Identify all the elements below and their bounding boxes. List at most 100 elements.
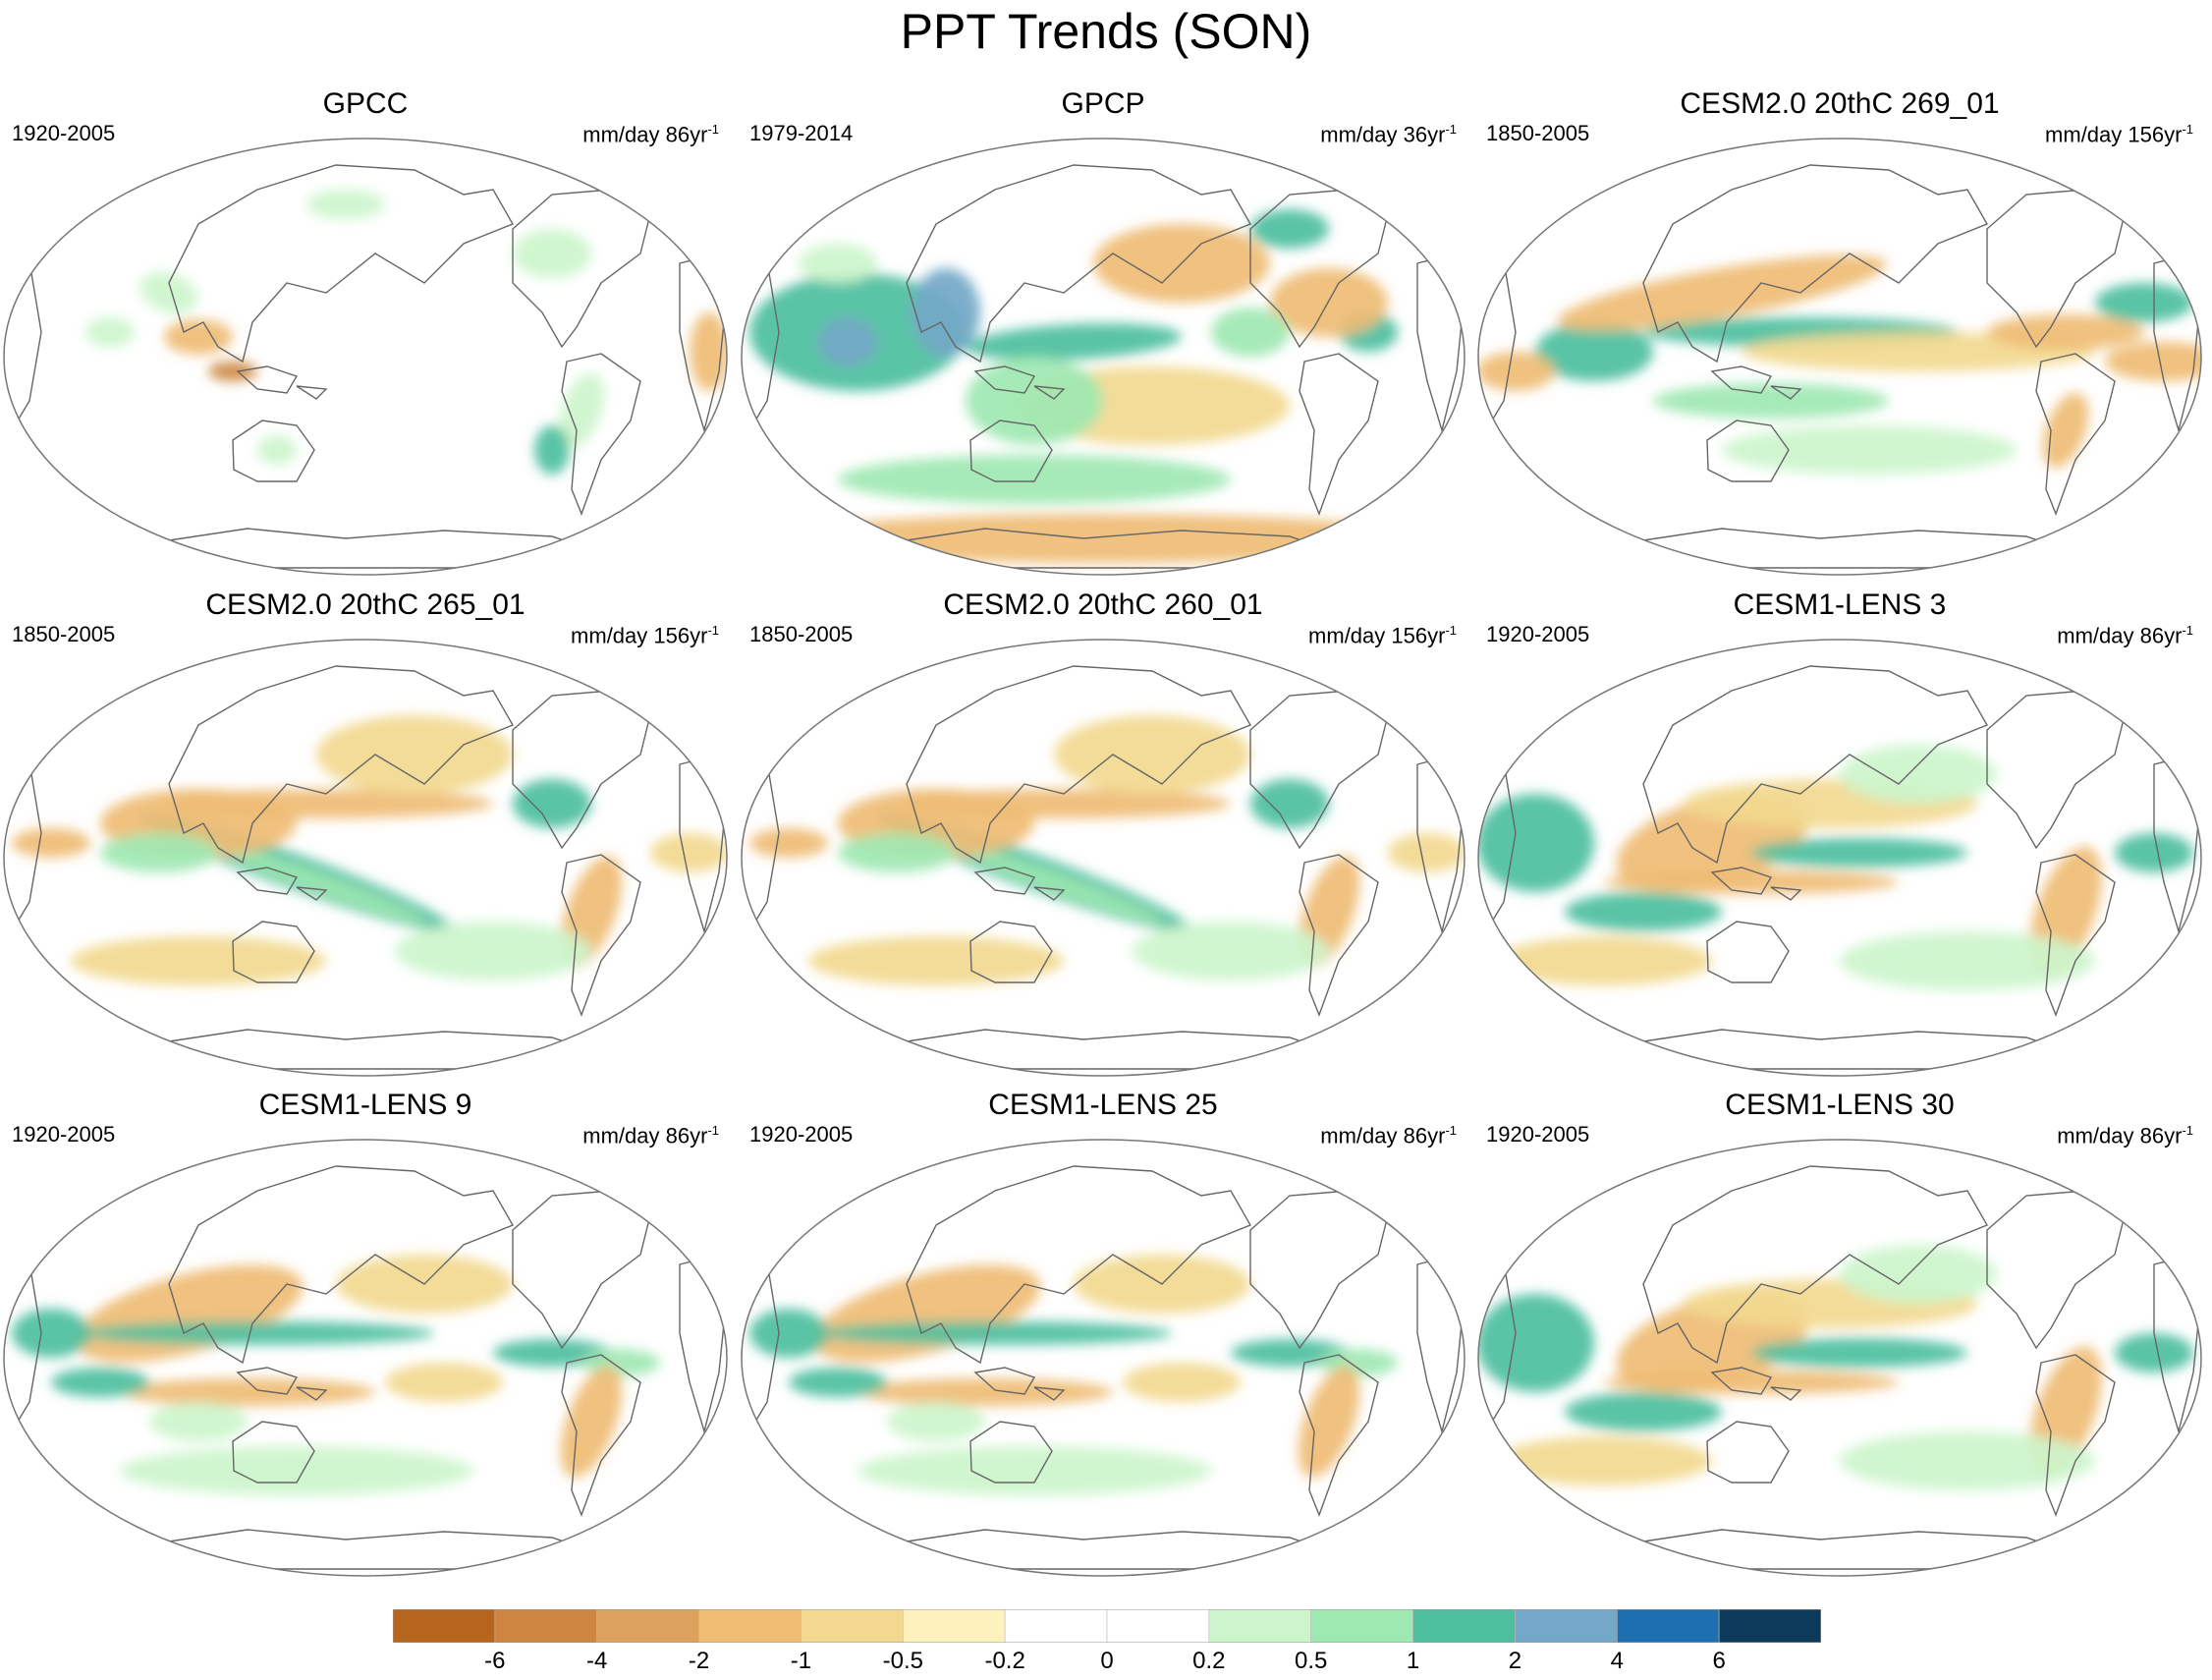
trend-region (257, 435, 297, 465)
map-border (3, 138, 728, 576)
coastline-namerica (512, 189, 651, 349)
coastline-samerica (2035, 353, 2116, 516)
coastline-australia (1706, 420, 1790, 482)
colorbar-swatch (494, 1609, 598, 1643)
trend-field (742, 1157, 1465, 1570)
colorbar (393, 1609, 1821, 1643)
map-projection (1477, 639, 2202, 1077)
trend-region (208, 362, 257, 381)
map-projection (3, 138, 728, 576)
coastline-antarctica (884, 1029, 1342, 1070)
colorbar-tick-label: 2 (1508, 1648, 1522, 1674)
map-projection (1477, 138, 2202, 576)
coastline-antarctica (884, 1529, 1342, 1570)
coastline-sea (1710, 867, 1802, 901)
trend-region (789, 1368, 887, 1397)
coastline-samerica (1299, 353, 1379, 516)
trend-field (4, 1157, 727, 1570)
trend-region (1478, 1294, 1594, 1392)
map-panel: CESM2.0 20thC 260_01 1850-2005 mm/day 156y… (740, 588, 1466, 1079)
trend-region (1211, 308, 1290, 357)
trend-region (1565, 1392, 1722, 1431)
trend-region (316, 715, 513, 794)
colorbar-tick-label: 4 (1610, 1648, 1624, 1674)
coastline-australia (969, 921, 1053, 983)
trend-region (1250, 209, 1329, 249)
trend-region (857, 1446, 1211, 1495)
coastline-sea (236, 867, 328, 901)
coastline-samerica (2035, 1354, 2116, 1517)
panel-units: mm/day 86yr-1 (2057, 1123, 2193, 1148)
colorbar-swatch (1412, 1609, 1516, 1643)
trend-region (1535, 322, 1653, 381)
colorbar-tick-label: 0.5 (1295, 1648, 1328, 1674)
trend-region (1565, 892, 1722, 931)
trend-region (779, 139, 936, 160)
panel-period: 1920-2005 (12, 121, 116, 145)
colorbar-tick-label: -4 (586, 1648, 608, 1674)
trend-region (1840, 931, 2095, 990)
map-panel: CESM1-LENS 30 1920-2005 mm/day 86yr-1 (1476, 1088, 2203, 1579)
coastline-antarctica (1621, 1029, 2078, 1070)
trend-region (1496, 936, 1712, 985)
colorbar-tick-label: -1 (790, 1648, 812, 1674)
colorbar-tick-label: -6 (484, 1648, 506, 1674)
map-panel: CESM2.0 20thC 269_01 1850-2005 mm/day 156y… (1476, 86, 2203, 578)
trend-region (808, 936, 1064, 985)
coastline-greenland (2084, 156, 2146, 197)
coastline-sea (1710, 1367, 1802, 1401)
trend-region (2042, 392, 2089, 469)
panel-units: mm/day 86yr-1 (582, 1123, 719, 1148)
coastline-australia (969, 1421, 1053, 1484)
panel-period: 1920-2005 (12, 1122, 116, 1147)
trend-region (139, 271, 198, 314)
panel-units: mm/day 156yr-1 (1308, 623, 1457, 648)
coastline-australia (232, 420, 315, 482)
trend-region (799, 244, 877, 283)
trend-region (1496, 1436, 1712, 1485)
trend-region (1250, 779, 1329, 828)
trend-region (1557, 254, 1887, 331)
trend-region (164, 319, 233, 355)
trend-region (385, 1363, 503, 1402)
trend-region (1604, 870, 1899, 894)
panel-title: CESM1-LENS 3 (1733, 588, 1947, 621)
trend-region (159, 789, 493, 818)
trend-region (1751, 1338, 1967, 1368)
trend-region (1987, 314, 2144, 350)
trend-region (1478, 352, 1555, 391)
panel-title: CESM2.0 20thC 265_01 (205, 588, 525, 621)
trend-region (749, 1309, 828, 1358)
coastline-australia (969, 420, 1053, 482)
coastline-greenland (610, 1157, 672, 1199)
trend-region (1388, 833, 1465, 872)
map-border (1477, 639, 2202, 1077)
trend-region (12, 1309, 90, 1358)
coastline-samerica (2035, 854, 2116, 1017)
trend-region (966, 323, 1182, 361)
coastline-greenland (1348, 156, 1410, 197)
trend-region (1653, 383, 1889, 419)
coastline-greenland (2084, 657, 2146, 699)
trend-region (205, 840, 427, 924)
map-projection (741, 1139, 1465, 1577)
panel-units: mm/day 86yr-1 (2057, 623, 2193, 648)
coastline-greenland (1348, 1157, 1410, 1199)
trend-region (1840, 745, 1997, 804)
trend-region (838, 833, 956, 872)
panel-title: GPCP (1061, 87, 1145, 120)
trend-region (71, 936, 326, 985)
map-panel: CESM2.0 20thC 265_01 1850-2005 mm/day 156y… (2, 588, 729, 1079)
trend-region (395, 922, 591, 980)
panel-units: mm/day 86yr-1 (582, 122, 719, 147)
coastline-asia (906, 1165, 1252, 1365)
trend-region (818, 1321, 1172, 1345)
coastline-antarctica (146, 1529, 604, 1570)
colorbar-swatch (698, 1609, 802, 1643)
trend-region (120, 1378, 375, 1406)
trend-field (4, 657, 727, 1070)
colorbar-tick-label: -0.2 (984, 1648, 1025, 1674)
colorbar-swatch (1616, 1609, 1720, 1643)
trend-region (897, 789, 1231, 818)
panel-period: 1920-2005 (1486, 622, 1590, 646)
